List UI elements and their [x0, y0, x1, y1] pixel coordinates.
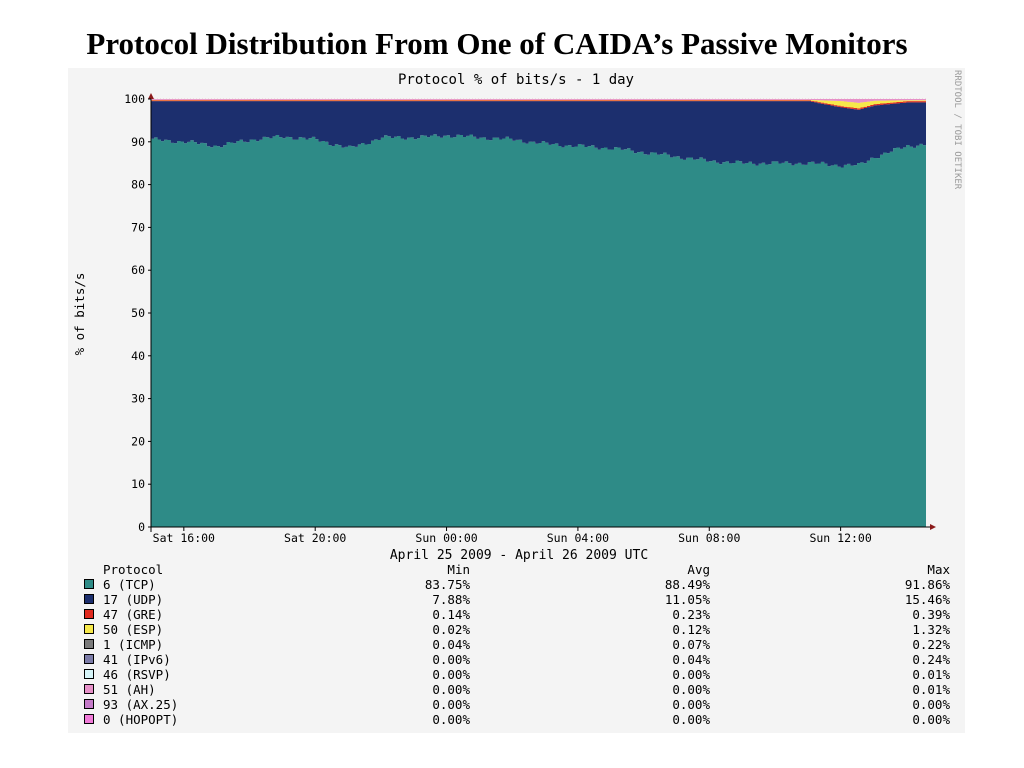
legend-min-value: 7.88% — [432, 592, 470, 607]
legend-swatch — [84, 624, 94, 634]
legend-max-value: 15.46% — [904, 592, 950, 607]
legend-row: 0 (HOPOPT) 0.00% 0.00% 0.00% — [68, 712, 965, 727]
rrdtool-watermark: RRDTOOL / TOBI OETIKER — [952, 70, 962, 190]
legend-header-avg: Avg — [687, 562, 710, 577]
y-tick-label: 30 — [131, 392, 145, 406]
x-tick-label: Sun 12:00 — [809, 531, 871, 545]
legend-max-value: 0.00% — [912, 712, 950, 727]
area-6-tcp — [151, 134, 926, 527]
x-tick-label: Sun 00:00 — [415, 531, 477, 545]
y-tick-label: 100 — [124, 92, 145, 106]
legend-swatch — [84, 639, 94, 649]
legend-protocol-name: 6 (TCP) — [103, 577, 156, 592]
legend-min-value: 0.00% — [432, 652, 470, 667]
legend-row: 41 (IPv6) 0.00% 0.04% 0.24% — [68, 652, 965, 667]
legend-row: 93 (AX.25) 0.00% 0.00% 0.00% — [68, 697, 965, 712]
legend-max-value: 0.24% — [912, 652, 950, 667]
x-tick-label: Sat 20:00 — [284, 531, 346, 545]
legend-header: Protocol Min Avg Max — [68, 562, 965, 577]
x-tick-label: Sun 08:00 — [678, 531, 740, 545]
y-ticks: 0 10 20 30 40 50 60 70 80 90 100 — [124, 92, 151, 534]
legend-min-value: 83.75% — [424, 577, 470, 592]
x-ticks: Sat 16:00 Sat 20:00 Sun 00:00 Sun 04:00 Sun … — [153, 527, 872, 545]
legend-max-value: 0.00% — [912, 697, 950, 712]
legend-avg-value: 0.00% — [672, 712, 710, 727]
area-17-udp — [151, 101, 926, 168]
legend-avg-value: 0.04% — [672, 652, 710, 667]
legend-swatch — [84, 699, 94, 709]
legend-max-value: 91.86% — [904, 577, 950, 592]
legend-swatch — [84, 579, 94, 589]
stacked-areas — [151, 99, 926, 527]
legend-header-protocol: Protocol — [103, 562, 164, 577]
y-tick-label: 90 — [131, 135, 145, 149]
legend-row: 50 (ESP) 0.02% 0.12% 1.32% — [68, 622, 965, 637]
slide-title: Protocol Distribution From One of CAIDA’… — [86, 26, 908, 61]
legend-avg-value: 0.00% — [672, 667, 710, 682]
legend-row: 6 (TCP) 83.75% 88.49% 91.86% — [68, 577, 965, 592]
chart-panel: 0 10 20 30 40 50 60 70 80 90 100 Sat 16:00 Sat 20:0… — [68, 68, 965, 733]
legend-row: 47 (GRE) 0.14% 0.23% 0.39% — [68, 607, 965, 622]
legend-swatch — [84, 684, 94, 694]
y-tick-label: 60 — [131, 263, 145, 277]
legend-protocol-name: 46 (RSVP) — [103, 667, 171, 682]
y-tick-label: 10 — [131, 477, 145, 491]
y-tick-label: 50 — [131, 306, 145, 320]
axes — [148, 93, 936, 532]
legend-header-min: Min — [447, 562, 470, 577]
legend-min-value: 0.00% — [432, 712, 470, 727]
legend-protocol-name: 1 (ICMP) — [103, 637, 164, 652]
legend-avg-value: 0.12% — [672, 622, 710, 637]
legend-avg-value: 0.00% — [672, 697, 710, 712]
legend-min-value: 0.00% — [432, 667, 470, 682]
legend-protocol-name: 50 (ESP) — [103, 622, 164, 637]
legend-avg-value: 88.49% — [664, 577, 710, 592]
legend-swatch — [84, 669, 94, 679]
y-axis-label: % of bits/s — [72, 273, 87, 356]
legend-max-value: 0.01% — [912, 667, 950, 682]
legend-avg-value: 11.05% — [664, 592, 710, 607]
legend-protocol-name: 41 (IPv6) — [103, 652, 171, 667]
legend-protocol-name: 17 (UDP) — [103, 592, 164, 607]
legend-swatch — [84, 594, 94, 604]
legend-min-value: 0.14% — [432, 607, 470, 622]
legend-avg-value: 0.00% — [672, 682, 710, 697]
legend-max-value: 1.32% — [912, 622, 950, 637]
legend-protocol-name: 51 (AH) — [103, 682, 156, 697]
legend-min-value: 0.00% — [432, 697, 470, 712]
area-other — [151, 99, 926, 103]
y-tick-label: 40 — [131, 349, 145, 363]
x-tick-label: Sun 04:00 — [547, 531, 609, 545]
legend-row: 46 (RSVP) 0.00% 0.00% 0.01% — [68, 667, 965, 682]
legend-swatch — [84, 714, 94, 724]
legend-max-value: 0.22% — [912, 637, 950, 652]
legend-avg-value: 0.07% — [672, 637, 710, 652]
legend-row: 51 (AH) 0.00% 0.00% 0.01% — [68, 682, 965, 697]
legend-header-max: Max — [927, 562, 950, 577]
protocol-area-chart: 0 10 20 30 40 50 60 70 80 90 100 Sat 16:00 Sat 20:0… — [72, 70, 962, 563]
legend-protocol-name: 93 (AX.25) — [103, 697, 179, 712]
chart-title: Protocol % of bits/s - 1 day — [398, 72, 634, 88]
legend-protocol-name: 0 (HOPOPT) — [103, 712, 179, 727]
legend-max-value: 0.39% — [912, 607, 950, 622]
legend-swatch — [84, 609, 94, 619]
x-axis-label: April 25 2009 - April 26 2009 UTC — [390, 548, 648, 563]
legend-max-value: 0.01% — [912, 682, 950, 697]
legend-row: 1 (ICMP) 0.04% 0.07% 0.22% — [68, 637, 965, 652]
y-tick-label: 70 — [131, 220, 145, 234]
y-tick-label: 0 — [138, 520, 145, 534]
legend-min-value: 0.04% — [432, 637, 470, 652]
legend-swatch — [84, 654, 94, 664]
y-tick-label: 80 — [131, 178, 145, 192]
x-tick-label: Sat 16:00 — [153, 531, 215, 545]
legend-row: 17 (UDP) 7.88% 11.05% 15.46% — [68, 592, 965, 607]
legend-min-value: 0.02% — [432, 622, 470, 637]
legend-min-value: 0.00% — [432, 682, 470, 697]
legend-protocol-name: 47 (GRE) — [103, 607, 164, 622]
legend-avg-value: 0.23% — [672, 607, 710, 622]
y-tick-label: 20 — [131, 434, 145, 448]
